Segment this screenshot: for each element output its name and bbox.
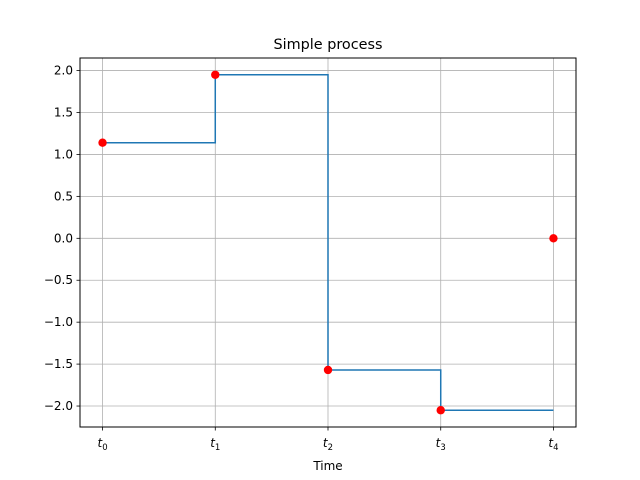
data-point	[436, 406, 445, 415]
y-axis: −2.0 −1.5 −1.0 −0.5 0.0 0.5 1.0 1.5 2.0	[44, 64, 80, 413]
data-point	[211, 70, 220, 79]
y-tick-label: 1.0	[54, 147, 73, 161]
x-tick-label: t2	[323, 436, 333, 453]
x-tick-label: t1	[210, 436, 220, 453]
y-tick-label: 0.0	[54, 231, 73, 245]
y-tick-label: 1.5	[54, 106, 73, 120]
step-line	[102, 74, 554, 411]
y-tick-label: −0.5	[44, 273, 73, 287]
y-tick-label: −1.0	[44, 315, 73, 329]
y-tick-label: 2.0	[54, 64, 73, 78]
chart-title: Simple process	[273, 37, 382, 53]
data-point	[98, 138, 107, 147]
series-layer	[98, 70, 558, 415]
data-point	[323, 365, 333, 375]
x-tick-label: t4	[548, 436, 558, 453]
x-tick-label: t3	[436, 436, 446, 453]
data-point	[549, 234, 558, 243]
y-tick-label: −2.0	[44, 399, 73, 413]
x-axis: t0 t1 t2 t3 t4	[97, 427, 559, 453]
x-tick-label: t0	[97, 436, 107, 453]
x-axis-label: Time	[312, 459, 342, 473]
y-tick-label: −1.5	[44, 357, 73, 371]
y-tick-label: 0.5	[54, 189, 73, 203]
